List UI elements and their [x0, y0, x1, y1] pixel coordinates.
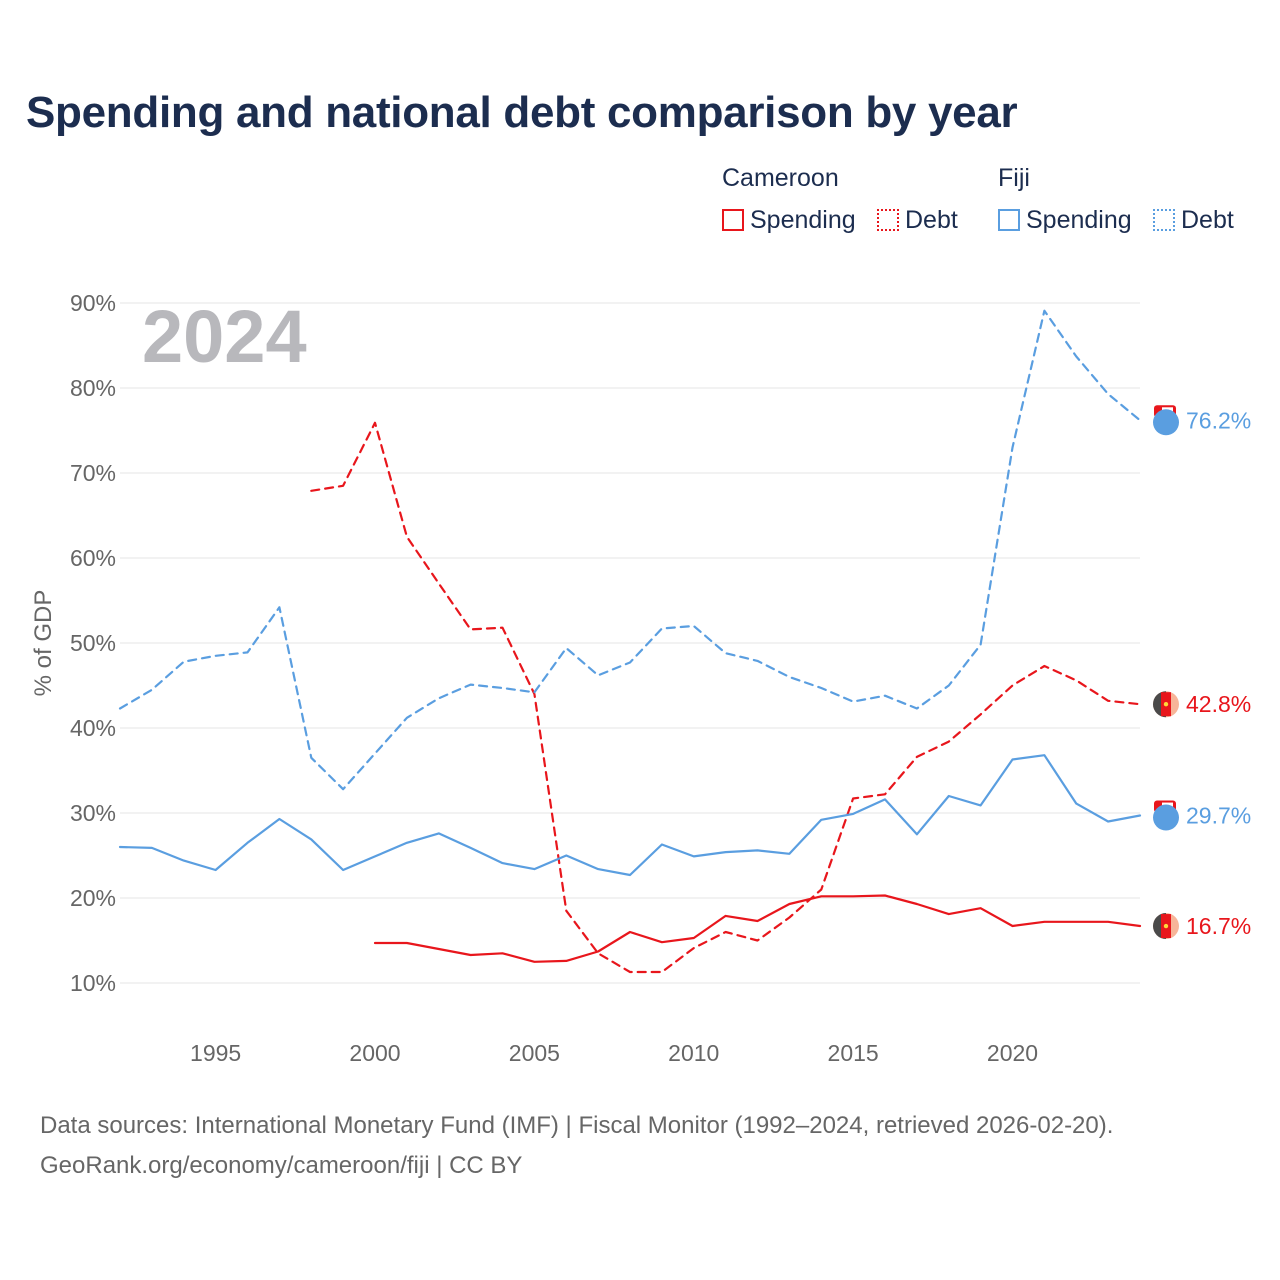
footer: Data sources: International Monetary Fun…: [40, 1106, 1113, 1186]
star-icon: [1163, 702, 1169, 707]
x-tick-label: 2005: [509, 1040, 560, 1066]
fiji-flag-icon: [1153, 409, 1179, 436]
footer-link[interactable]: GeoRank.org/economy/cameroon/fiji | CC B…: [40, 1152, 523, 1179]
footer-sources: Data sources: International Monetary Fun…: [40, 1112, 1114, 1139]
series-line-fiji-debt[interactable]: [118, 309, 1142, 791]
legend-swatch-dotted: [877, 209, 899, 231]
end-markers: 16.7% 42.8% 29.7% 76.2%: [1153, 405, 1251, 940]
legend-item-label: Debt: [1181, 205, 1234, 234]
end-marker-fiji-spending: 29.7%: [1153, 800, 1251, 831]
y-tick-label: 20%: [70, 885, 116, 911]
year-watermark: 2024: [142, 295, 307, 378]
legend-item-cameroon-spending[interactable]: Spending: [722, 205, 856, 235]
y-tick-label: 40%: [70, 715, 116, 741]
legend-item-label: Spending: [750, 205, 856, 234]
y-tick-label: 90%: [70, 290, 116, 316]
legend-country-cameroon: Cameroon: [722, 164, 839, 192]
y-tick-label: 30%: [70, 800, 116, 826]
legend-item-cameroon-debt[interactable]: Debt: [877, 205, 958, 235]
y-tick-label: 50%: [70, 630, 116, 656]
gridlines: [120, 302, 1140, 984]
series-line-cameroon-spending[interactable]: [373, 894, 1142, 963]
legend-swatch-solid: [722, 209, 744, 231]
x-tick-label: 2010: [668, 1040, 719, 1066]
fiji-flag-icon: [1153, 804, 1179, 831]
y-tick-label: 70%: [70, 460, 116, 486]
legend-item-label: Spending: [1026, 205, 1132, 234]
end-value-label: 76.2%: [1186, 407, 1251, 433]
x-tick-label: 2000: [349, 1040, 400, 1066]
x-tick-label: 1995: [190, 1040, 241, 1066]
x-axis-ticks: 1995 2000 2005 2010 2015 2020: [190, 1040, 1038, 1066]
legend-swatch-dotted: [1153, 209, 1175, 231]
end-value-label: 16.7%: [1186, 913, 1251, 939]
y-axis-ticks: 10% 20% 30% 40% 50% 60% 70% 80% 90%: [70, 290, 116, 996]
legend-swatch-solid: [998, 209, 1020, 231]
y-axis-label: % of GDP: [30, 590, 57, 697]
legend-item-label: Debt: [905, 205, 958, 234]
end-value-label: 42.8%: [1186, 691, 1251, 717]
legend-country-fiji: Fiji: [998, 164, 1030, 192]
y-tick-label: 80%: [70, 375, 116, 401]
series-lines: [118, 309, 1142, 974]
legend-item-fiji-debt[interactable]: Debt: [1153, 205, 1234, 235]
y-tick-label: 60%: [70, 545, 116, 571]
end-marker-fiji-debt: 76.2%: [1153, 405, 1251, 436]
end-marker-cameroon-spending: 16.7%: [1153, 913, 1251, 940]
x-tick-label: 2020: [987, 1040, 1038, 1066]
series-line-fiji-spending[interactable]: [118, 754, 1142, 877]
chart-title: Spending and national debt comparison by…: [26, 88, 1018, 137]
y-tick-label: 10%: [70, 970, 116, 996]
star-icon: [1163, 923, 1169, 929]
end-value-label: 29.7%: [1186, 803, 1251, 829]
x-tick-label: 2015: [828, 1040, 879, 1066]
end-marker-cameroon-debt: 42.8%: [1153, 691, 1251, 718]
series-line-cameroon-debt[interactable]: [310, 421, 1142, 974]
legend-item-fiji-spending[interactable]: Spending: [998, 205, 1132, 235]
